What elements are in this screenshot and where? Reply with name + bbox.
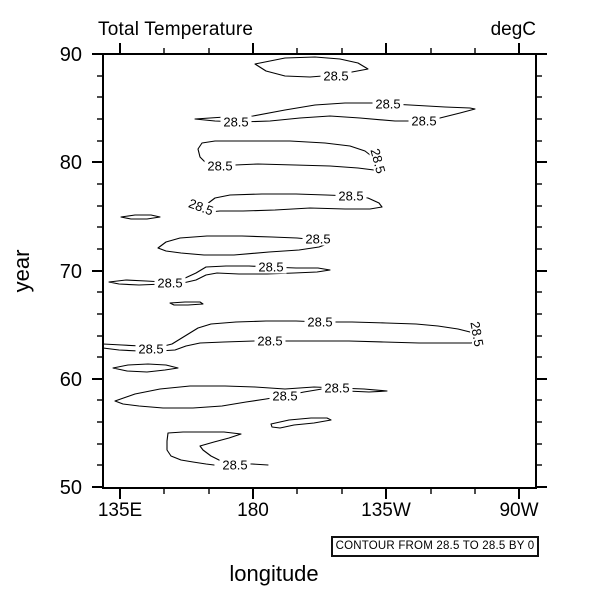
y-tick-label: 80 <box>60 152 82 174</box>
x-tick-label: 90W <box>499 500 538 521</box>
contour-label-gap <box>304 315 336 329</box>
contour-info-box: CONTOUR FROM 28.5 TO 28.5 BY 0 <box>331 536 539 557</box>
contour-label: 28.5 <box>220 115 252 130</box>
contour-label-gap <box>320 69 352 83</box>
y-tick-label: 60 <box>60 369 82 391</box>
contour-label-text: 28.5 <box>367 147 388 175</box>
contour-label-gap <box>302 232 334 246</box>
contour-label: 28.5 <box>184 195 218 219</box>
contour-label: 28.5 <box>255 260 287 275</box>
contour-label: 28.5 <box>467 317 487 351</box>
contour-label: 28.5 <box>154 276 186 291</box>
isoline-year53 <box>166 431 269 466</box>
contour-label-gap <box>335 189 367 203</box>
contour-label-gap <box>204 159 236 173</box>
contour-label-gap <box>269 389 301 403</box>
contour-label-gap <box>154 276 186 290</box>
contour-label: 28.5 <box>372 97 404 112</box>
units-label: degC <box>490 19 536 40</box>
contour-label-gap <box>255 260 287 274</box>
isoline-year56-sliver <box>270 417 332 429</box>
x-axis-title: longitude <box>229 561 319 586</box>
contour-label-text: 28.5 <box>411 114 436 129</box>
contour-label-gap <box>408 114 440 128</box>
x-tick-label: 180 <box>237 500 269 521</box>
contour-label: 28.5 <box>302 232 334 247</box>
x-tick-label: 135E <box>98 500 142 521</box>
plot-title: Total Temperature <box>98 19 254 40</box>
contour-label-gap <box>367 144 389 178</box>
isoline-year67-lens <box>169 301 204 306</box>
contour-label-gap <box>184 195 218 219</box>
contour-label: 28.5 <box>335 189 367 204</box>
isoline-year59 <box>114 385 388 409</box>
isoline-year75-lens <box>120 214 161 220</box>
contour-label: 28.5 <box>135 342 167 357</box>
isoline-year88 <box>254 56 369 78</box>
contour-label-gap <box>254 334 286 348</box>
contour-label-text: 28.5 <box>223 115 248 130</box>
contour-label-text: 28.5 <box>207 159 232 174</box>
contour-label: 28.5 <box>269 389 301 404</box>
isoline-year85 <box>194 102 476 123</box>
contour-label-text: 28.5 <box>157 276 182 291</box>
contour-label-gap <box>220 115 252 129</box>
contour-label-text: 28.5 <box>258 260 283 275</box>
contour-label-text: 28.5 <box>222 458 247 473</box>
contour-label-gap <box>321 381 353 395</box>
contour-label-text: 28.5 <box>375 97 400 112</box>
isoline-year81 <box>197 140 379 171</box>
isoline-year70 <box>108 265 331 286</box>
contour-label: 28.5 <box>254 334 286 349</box>
x-tick-label: 135W <box>361 500 411 521</box>
contour-label: 28.5 <box>320 69 352 84</box>
contour-label-text: 28.5 <box>307 315 332 330</box>
contour-label-text: 28.5 <box>187 196 216 219</box>
contour-label-gap <box>372 97 404 111</box>
contour-label-text: 28.5 <box>272 389 297 404</box>
isoline-year61-lens <box>112 363 179 373</box>
contour-label-gap <box>135 342 167 356</box>
contour-label-text: 28.5 <box>305 232 330 247</box>
contour-label-text: 28.5 <box>257 334 282 349</box>
contour-label-gap <box>467 317 487 351</box>
contour-label: 28.5 <box>219 458 251 473</box>
contour-label-text: 28.5 <box>323 69 348 84</box>
contour-label: 28.5 <box>408 114 440 129</box>
isoline-year77 <box>203 193 383 213</box>
y-tick-label: 90 <box>60 44 82 66</box>
y-tick-label: 70 <box>60 261 82 283</box>
contour-label-text: 28.5 <box>324 381 349 396</box>
contour-label: 28.5 <box>204 159 236 174</box>
y-tick-label: 50 <box>60 477 82 499</box>
contour-label-text: 28.5 <box>138 342 163 357</box>
contour-label: 28.5 <box>321 381 353 396</box>
y-axis-title: year <box>9 249 34 293</box>
contour-label-gap <box>219 458 251 472</box>
contour-label: 28.5 <box>304 315 336 330</box>
contour-label-text: 28.5 <box>467 320 486 348</box>
plot-frame <box>102 53 537 489</box>
contour-label: 28.5 <box>367 144 389 178</box>
contour-label-text: 28.5 <box>338 189 363 204</box>
